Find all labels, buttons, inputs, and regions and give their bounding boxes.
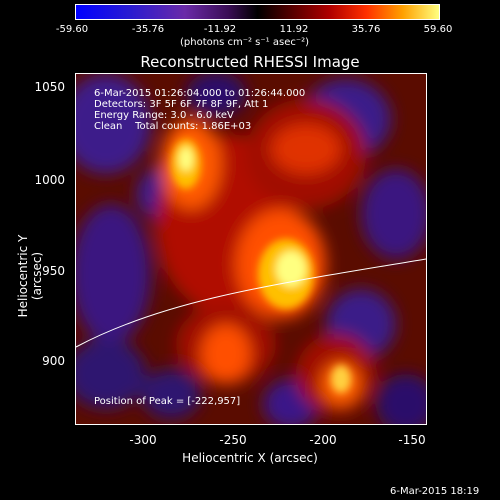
y-tick: 1000	[34, 173, 65, 187]
colorbar-tick: 35.76	[351, 24, 381, 35]
colorbar-tick: -59.60	[55, 24, 89, 35]
x-axis-label: Heliocentric X (arcsec)	[182, 451, 318, 465]
y-tick: 900	[42, 354, 65, 368]
x-tick: -300	[129, 433, 157, 447]
y-axis-label: Heliocentric Y (arcsec)	[16, 234, 44, 318]
peak-position-text: Position of Peak = [-222,957]	[94, 396, 241, 407]
y-tick: 1050	[34, 80, 65, 94]
clean-counts-text: Clean Total counts: 1.86E+03	[94, 121, 252, 132]
colorbar-tick: 11.92	[279, 24, 309, 35]
detectors-text: Detectors: 3F 5F 6F 7F 8F 9F, Att 1	[94, 99, 269, 110]
rhessi-image: 6-Mar-2015 01:26:04.000 to 01:26:44.000 …	[75, 73, 427, 425]
image-title: Reconstructed RHESSI Image	[140, 53, 360, 71]
colorbar-tick: -11.92	[203, 24, 237, 35]
generation-timestamp: 6-Mar-2015 18:19	[390, 486, 480, 497]
colorbar-unit-label: (photons cm⁻² s⁻¹ asec⁻²)	[180, 37, 310, 48]
colorbar	[75, 4, 440, 20]
rhessi-image-canvas	[76, 74, 426, 424]
energy-range-text: Energy Range: 3.0 - 6.0 keV	[94, 110, 234, 121]
x-tick: -250	[219, 433, 247, 447]
time-range-text: 6-Mar-2015 01:26:04.000 to 01:26:44.000	[94, 88, 306, 99]
colorbar-tick: 59.60	[423, 24, 453, 35]
y-tick: 950	[42, 264, 65, 278]
x-tick: -150	[398, 433, 426, 447]
colorbar-tick: -35.76	[131, 24, 165, 35]
x-tick: -200	[309, 433, 337, 447]
solar-limb-line	[76, 258, 426, 348]
